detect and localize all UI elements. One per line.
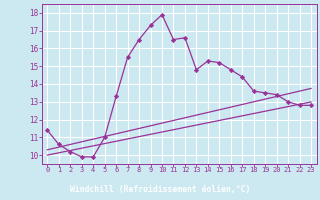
Text: Windchill (Refroidissement éolien,°C): Windchill (Refroidissement éolien,°C) (70, 185, 250, 194)
